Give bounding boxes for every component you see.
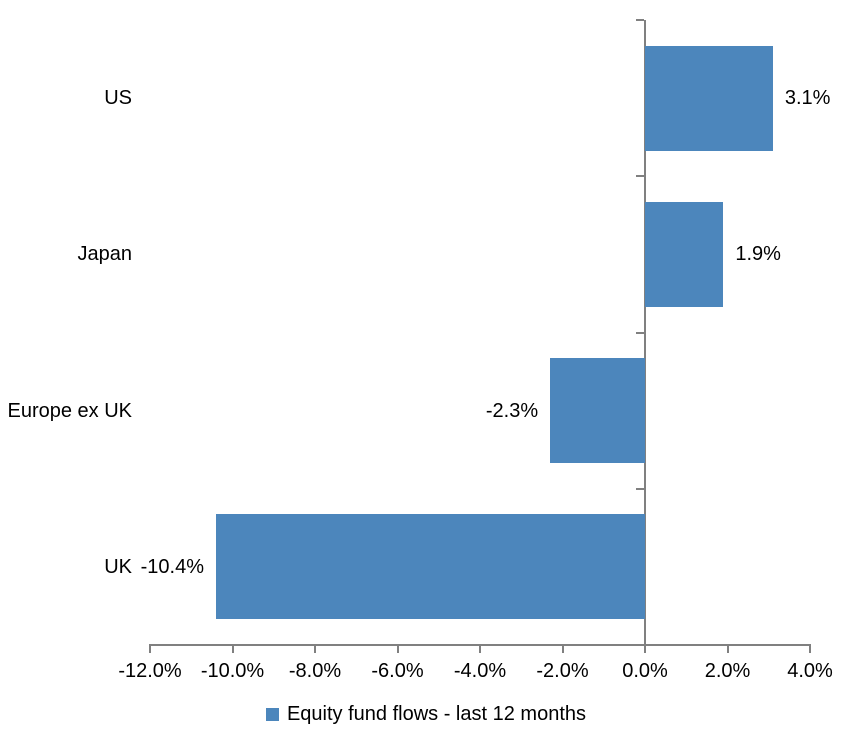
x-tick-label: -10.0% [200, 660, 265, 682]
x-tick-label: 4.0% [787, 660, 833, 682]
bar-uk [216, 514, 645, 620]
x-tick-label: 0.0% [622, 660, 668, 682]
value-label-uk: -10.4% [140, 555, 204, 578]
category-label-japan: Japan [77, 243, 133, 266]
x-tick-label: 2.0% [704, 660, 751, 682]
bar-japan [645, 201, 724, 307]
x-axis-tick [644, 645, 646, 653]
x-axis-tick [809, 645, 811, 653]
x-axis-tick [396, 645, 399, 653]
x-tick-label: -12.0% [118, 660, 182, 682]
legend-marker-icon [265, 707, 279, 721]
x-tick-label: -4.0% [453, 660, 507, 682]
legend-label: Equity fund flows - last 12 months [286, 703, 587, 725]
bar-europe-ex-uk [550, 358, 645, 464]
x-axis-tick [149, 645, 151, 653]
category-label-uk: UK [104, 555, 132, 578]
bar-us [645, 45, 773, 151]
y-axis-line [644, 20, 646, 653]
value-label-us: 3.1% [784, 87, 831, 110]
x-axis-tick [231, 645, 234, 653]
y-axis-tick [636, 175, 644, 178]
x-tick-label: -2.0% [536, 660, 589, 682]
x-tick-label: -8.0% [288, 660, 342, 682]
value-label-europe-ex-uk: -2.3% [485, 399, 539, 422]
value-label-japan: 1.9% [735, 243, 781, 266]
category-label-us: US [104, 87, 132, 110]
x-axis-tick [726, 645, 729, 653]
x-axis-tick [479, 645, 481, 653]
category-label-europe-ex-uk: Europe ex UK [7, 399, 132, 422]
x-tick-label: -6.0% [371, 660, 424, 682]
y-axis-tick [636, 487, 644, 490]
y-axis-tick [636, 331, 644, 334]
legend: Equity fund flows - last 12 months [0, 701, 852, 727]
y-axis-tick [636, 19, 644, 21]
x-axis-tick [314, 645, 316, 653]
x-axis-tick [561, 645, 564, 653]
